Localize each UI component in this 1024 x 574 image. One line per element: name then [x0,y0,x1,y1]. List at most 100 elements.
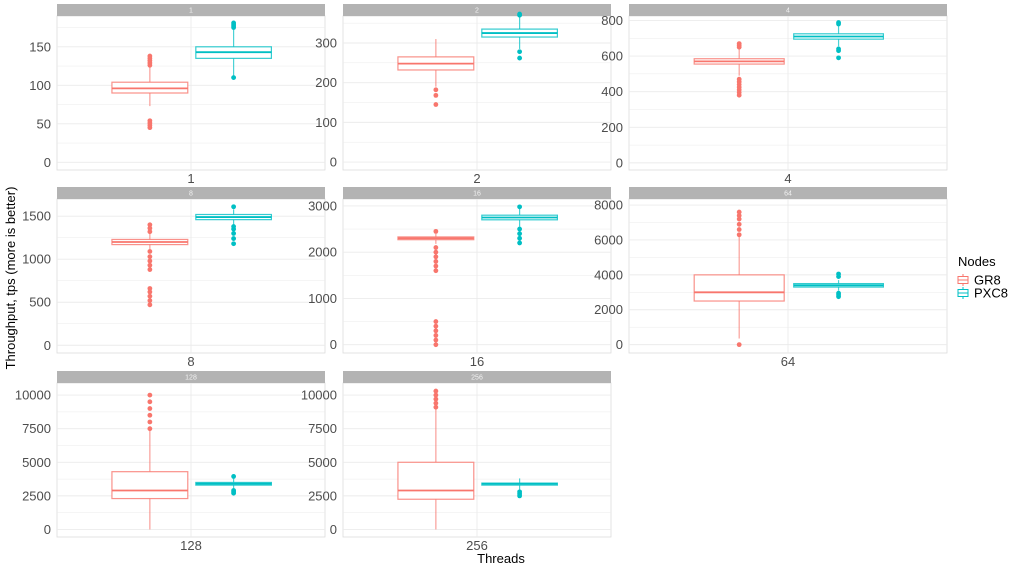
outlier-point [836,55,841,61]
box-pxc8 [793,271,885,300]
box-gr8 [111,222,189,308]
y-tick-label: 0 [330,337,337,352]
box-pxc8 [793,20,885,61]
outlier-point [836,271,841,277]
outlier-point [517,11,523,17]
outlier-point [147,302,153,308]
y-tick-label: 5000 [22,455,51,470]
outlier-point [147,254,153,260]
outlier-point [147,286,153,291]
outlier-point [836,20,841,25]
iqr-box [111,471,189,500]
box-pxc8 [481,478,559,499]
outlier-point [231,236,237,241]
y-tick-label: 0 [330,522,337,537]
facet-strip-label: 64 [784,191,792,198]
outlier-point [736,41,742,46]
outlier-point [147,53,153,59]
outlier-point [147,222,153,228]
outlier-point [433,392,439,398]
outlier-point [147,262,153,268]
panel-256: 0 2500 5000 7500 10000 256 256 [301,371,612,553]
y-tick-label: 2000 [308,245,337,260]
y-tick-label: 2500 [308,488,337,503]
outlier-point [147,267,153,272]
outlier-point [517,231,523,237]
y-tick-label: 100 [315,115,337,130]
outlier-point [147,258,153,264]
panel-64: 0 2000 4000 6000 8000 64 64 [594,187,948,369]
y-tick-label: 800 [601,13,623,28]
outlier-point [433,263,439,269]
y-tick-label: 0 [616,337,623,352]
y-tick-label: 0 [330,155,337,170]
x-tick-label: 4 [784,171,791,186]
outlier-point [231,75,237,80]
legend-label: PXC8 [974,286,1008,301]
panel-2: 0 100 200 300 2 2 [315,4,612,186]
outlier-point [147,249,153,254]
x-axis-title: Threads [477,551,525,566]
y-tick-label: 400 [601,84,623,99]
outlier-point [736,342,742,348]
box-gr8 [693,209,785,348]
x-tick-label: 64 [781,354,795,369]
outlier-point [231,20,237,26]
facet-strip [629,187,947,199]
box-gr8 [397,39,475,107]
panel-1: 0 50 100 150 1 1 [29,4,326,186]
outlier-point [147,293,153,299]
outlier-point [231,204,237,210]
box-gr8 [397,228,475,348]
outlier-point [433,328,439,334]
y-tick-label: 50 [37,116,51,131]
outlier-point [147,419,153,425]
panel-4: 0 200 400 600 800 4 4 [601,4,948,186]
outlier-point [433,245,439,250]
panel-128: 0 2500 5000 7500 10000 128 128 [15,371,326,553]
x-tick-label: 2 [473,171,480,186]
y-tick-label: 5000 [308,455,337,470]
facet-strip-label: 2 [475,8,479,15]
outlier-point [147,225,153,231]
box-gr8 [693,41,785,98]
y-axis-title: Throughput, tps (more is better) [3,187,18,370]
outlier-point [433,337,439,343]
outlier-point [147,289,153,295]
outlier-point [736,213,742,218]
outlier-point [231,473,237,479]
legend-item-pxc8: PXC8 [957,286,1008,301]
facet-strip-label: 256 [471,375,483,382]
y-tick-label: 0 [44,522,51,537]
outlier-point [736,216,742,222]
y-tick-label: 6000 [594,232,623,247]
outlier-point [147,392,153,398]
outlier-point [433,400,439,406]
y-tick-label: 1000 [22,252,51,267]
y-tick-label: 1500 [22,209,51,224]
outlier-point [736,76,742,82]
legend-label: GR8 [974,273,1001,288]
outlier-point [231,224,237,229]
y-tick-label: 7500 [308,421,337,436]
x-tick-label: 16 [470,354,484,369]
outlier-point [736,209,742,215]
outlier-point [517,235,523,241]
y-tick-label: 7500 [22,421,51,436]
outlier-point [433,228,439,234]
facet-strip-label: 4 [786,8,790,15]
box-pxc8 [481,11,559,61]
facet-strip [343,4,611,16]
legend-item-gr8: GR8 [957,273,1001,288]
outlier-point [147,229,153,235]
y-tick-label: 0 [44,338,51,353]
facet-strip [57,371,325,383]
x-tick-label: 128 [180,538,202,553]
outlier-point [433,319,439,324]
outlier-point [517,204,523,210]
facet-strip [629,4,947,16]
y-tick-label: 4000 [594,267,623,282]
outlier-point [736,221,742,227]
outlier-point [433,333,439,338]
y-tick-label: 10000 [301,388,337,403]
